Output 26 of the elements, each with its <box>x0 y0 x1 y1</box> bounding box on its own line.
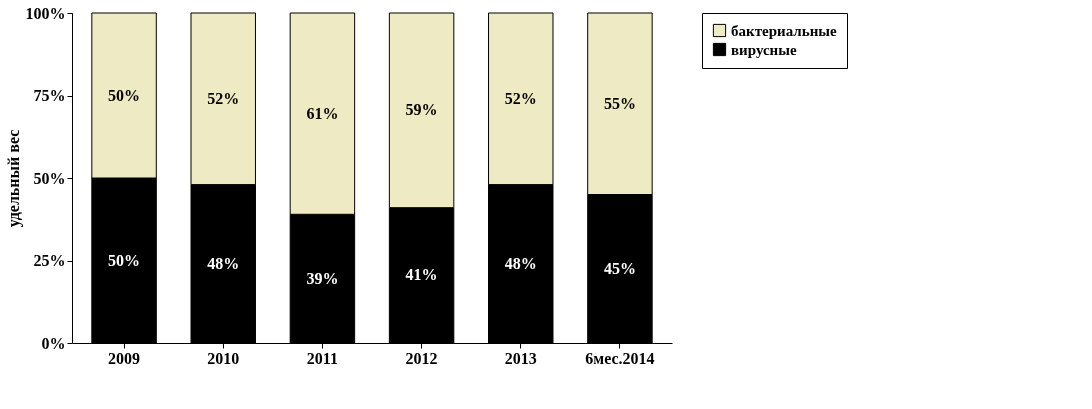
data-label: 48% <box>207 254 240 272</box>
y-axis-title: удельный вес <box>4 129 23 228</box>
x-tick-label: 6мес.2014 <box>585 349 655 367</box>
data-label: 45% <box>603 259 636 277</box>
data-label: 39% <box>306 269 339 287</box>
x-tick-label: 2013 <box>504 349 537 367</box>
y-tick-label: 0% <box>41 334 66 352</box>
y-tick-label: 25% <box>33 252 66 269</box>
data-label: 59% <box>405 101 438 119</box>
y-tick-label: 75% <box>33 87 66 104</box>
x-tick-label: 2011 <box>306 349 338 367</box>
y-tick-label: 50% <box>33 169 66 187</box>
data-label: 55% <box>603 94 636 112</box>
x-tick-label: 2009 <box>108 349 141 367</box>
x-tick-label: 2010 <box>207 349 240 367</box>
data-label: 41% <box>405 266 438 284</box>
legend-label: бактериальные <box>731 22 837 39</box>
data-label: 52% <box>504 89 537 107</box>
data-label: 61% <box>306 104 339 122</box>
data-label: 50% <box>108 251 141 269</box>
legend-label: вирусные <box>731 41 797 58</box>
data-label: 48% <box>504 254 537 272</box>
data-label: 50% <box>108 86 141 104</box>
x-tick-label: 2012 <box>405 349 438 367</box>
data-label: 52% <box>207 89 240 107</box>
y-tick-label: 100% <box>25 4 66 22</box>
